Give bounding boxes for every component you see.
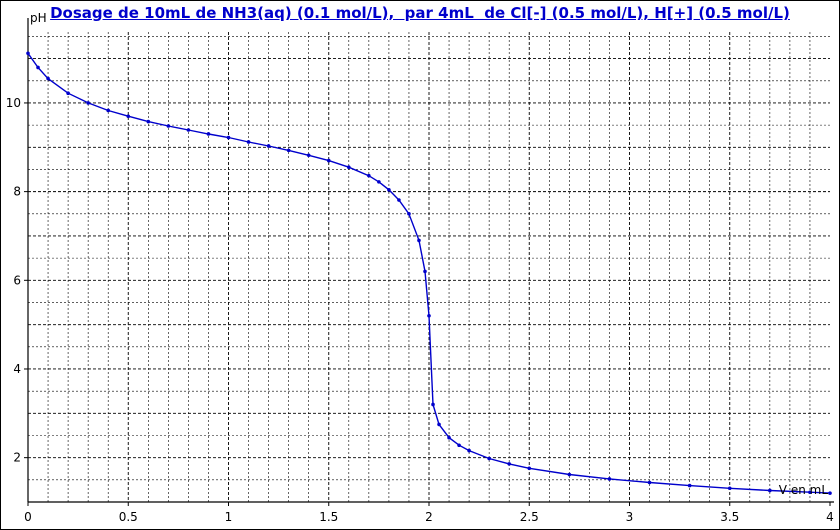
x-tick-label: 0.5 [119,510,138,524]
data-point [431,402,435,407]
data-point [387,188,391,192]
data-point [457,443,461,448]
data-point [607,477,612,481]
data-point [306,153,311,158]
data-point [226,135,231,140]
data-point [206,132,211,136]
series-ph-curve [26,51,832,495]
data-point [727,486,732,491]
data-point [377,180,381,184]
data-point [407,211,411,216]
y-tick-label: 8 [13,185,21,199]
y-tick-label: 10 [6,96,21,110]
data-point [367,173,371,178]
chart-title: Dosage de 10mL de NH3(aq) (0.1 mol/L), p… [50,4,790,22]
data-point [397,198,401,202]
x-tick-label: 1 [225,510,233,524]
x-tick-label: 0 [24,510,32,524]
data-point [828,491,832,495]
data-point [106,108,110,113]
data-point [26,51,30,56]
y-tick-label: 4 [13,362,21,376]
data-point [567,472,572,477]
x-tick-label: 2.5 [520,510,539,524]
data-point [427,313,431,318]
data-point [768,488,772,493]
data-point [46,76,50,81]
data-point [487,456,491,461]
data-point [447,435,451,440]
data-point [437,422,441,427]
data-point [687,483,692,488]
data-point [423,269,427,274]
x-tick-label: 3 [626,510,634,524]
data-point [166,124,171,128]
data-point [286,148,291,153]
data-point [808,490,812,495]
data-point [246,140,251,144]
x-axis-label: V en mL [779,483,829,497]
y-tick-label: 2 [13,451,21,465]
data-point [266,144,271,148]
major-grid [28,32,830,502]
data-point [186,128,191,132]
data-point [36,65,40,70]
data-point [417,238,421,243]
tick-labels: 0 0.5 1 1.5 2 2.5 3 3.5 4 2 4 6 8 10 [6,96,834,524]
data-point [126,114,131,119]
data-point [647,480,652,485]
y-tick-label: 6 [13,273,21,287]
x-tick-label: 4 [826,510,834,524]
x-tick-label: 2 [425,510,433,524]
data-point [527,466,532,471]
data-point [326,158,331,163]
data-point [66,91,70,95]
axes [27,18,834,503]
data-point [507,462,512,466]
data-point [86,101,90,105]
data-point [347,165,351,170]
x-tick-label: 3.5 [720,510,739,524]
series-line [27,52,831,494]
x-tick-label: 1.5 [319,510,338,524]
y-axis-label: pH [30,11,47,25]
data-point [467,448,471,453]
data-point [146,119,151,124]
